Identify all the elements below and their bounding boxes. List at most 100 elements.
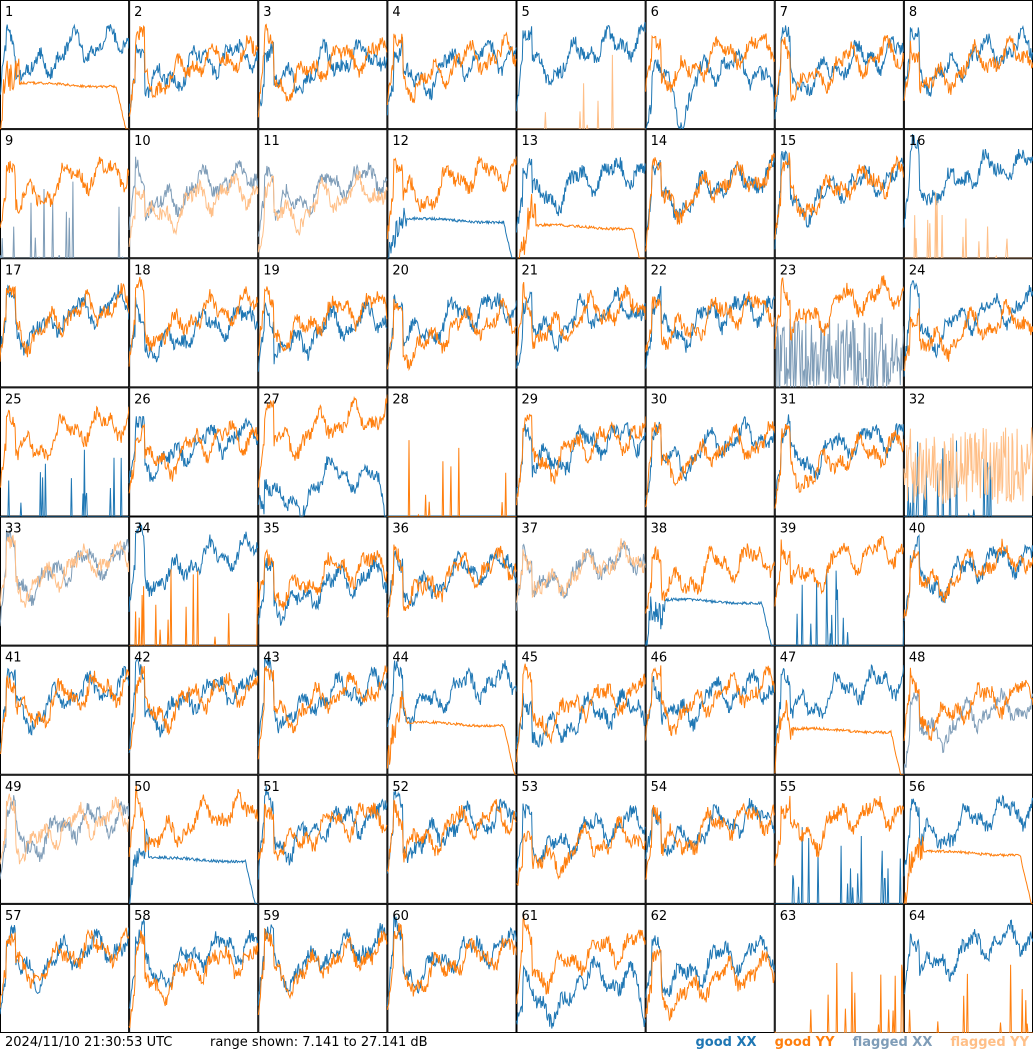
panel-label: 36 (392, 522, 409, 537)
series-yy (774, 34, 905, 110)
panel-33: 33 (0, 516, 130, 646)
panel-frame (774, 387, 904, 517)
series-xx (645, 596, 775, 647)
series-xx (257, 785, 388, 880)
panel-label: 42 (134, 651, 151, 666)
panel-36: 36 (386, 516, 517, 646)
series-xx (903, 919, 1033, 995)
series-yy (774, 152, 905, 240)
panel-45: 45 (516, 645, 647, 775)
panel-label: 17 (5, 263, 22, 278)
panel-frame (516, 774, 646, 904)
series-xx (128, 658, 259, 754)
panel-frame (516, 387, 646, 517)
series-xx (645, 48, 776, 130)
series-yy (516, 193, 646, 259)
series-yy (774, 795, 905, 866)
series-xx (128, 156, 259, 231)
panel-label: 55 (780, 780, 797, 795)
series-xx (0, 181, 130, 259)
series-yy (386, 297, 517, 372)
panel-16: 16 (903, 129, 1033, 259)
panel-label: 37 (522, 522, 539, 537)
panel-64: 64 (903, 903, 1033, 1033)
panel-label: 25 (5, 392, 22, 407)
panel-label: 62 (651, 909, 668, 924)
panel-label: 49 (5, 780, 22, 795)
panel-label: 56 (909, 780, 926, 795)
series-yy (257, 548, 388, 611)
series-yy (903, 667, 1033, 742)
legend-flagged-xx: flagged XX (852, 1035, 933, 1050)
series-yy (774, 699, 904, 776)
panel-label: 44 (392, 651, 409, 666)
series-yy (645, 291, 776, 353)
panel-frame (0, 645, 130, 775)
series-yy (257, 23, 388, 118)
series-xx (516, 22, 647, 112)
panel-label: 61 (522, 909, 539, 924)
series-xx (774, 150, 905, 250)
panel-frame (258, 903, 388, 1033)
panel-62: 62 (645, 903, 776, 1033)
series-yy (645, 543, 776, 614)
panel-label: 47 (780, 651, 797, 666)
panel-24: 24 (903, 258, 1033, 388)
series-yy (516, 663, 647, 763)
panel-63: 63 (774, 903, 904, 1033)
series-xx (386, 789, 517, 874)
panel-label: 26 (134, 392, 151, 407)
panel-label: 1 (5, 5, 13, 20)
panel-49: 49 (0, 774, 130, 904)
panel-frame (0, 129, 130, 259)
panel-21: 21 (516, 258, 647, 388)
panel-frame (516, 0, 646, 130)
panel-34: 34 (128, 516, 259, 647)
series-xx (516, 422, 647, 498)
series-yy (0, 793, 130, 865)
panel-label: 8 (909, 5, 917, 20)
panel-label: 45 (522, 651, 539, 666)
panel-17: 17 (0, 258, 130, 388)
panel-label: 57 (5, 909, 22, 924)
panel-43: 43 (257, 645, 388, 775)
panel-label: 13 (522, 134, 539, 149)
series-yy (903, 427, 1033, 504)
panel-frame (129, 645, 259, 775)
panel-label: 14 (651, 134, 668, 149)
panel-label: 51 (263, 780, 280, 795)
series-xx (903, 134, 1033, 228)
series-yy (903, 836, 1033, 905)
panel-label: 9 (5, 134, 13, 149)
panel-5: 5 (516, 0, 647, 130)
panel-label: 4 (392, 5, 400, 20)
panel-53: 53 (516, 774, 647, 904)
panel-frame (0, 774, 130, 904)
series-xx (903, 533, 1033, 622)
panel-frame (387, 129, 517, 259)
panel-frame (258, 258, 388, 388)
series-yy (903, 34, 1033, 101)
series-yy (0, 668, 130, 755)
series-xx (257, 555, 388, 626)
series-xx (257, 456, 388, 517)
panel-18: 18 (128, 258, 259, 388)
series-yy (0, 58, 130, 130)
series-yy (386, 544, 517, 618)
panel-label: 35 (263, 522, 280, 537)
series-xx (0, 23, 130, 96)
panel-label: 41 (5, 651, 22, 666)
panel-60: 60 (386, 903, 517, 1033)
series-yy (516, 815, 647, 887)
series-xx (386, 550, 517, 608)
legend-good-xx: good XX (695, 1035, 757, 1050)
series-xx (257, 657, 388, 747)
panel-label: 54 (651, 780, 668, 795)
panel-frame (0, 903, 130, 1033)
panel-label: 5 (522, 5, 530, 20)
panel-frame (258, 774, 388, 904)
series-yy (257, 665, 388, 760)
panel-label: 16 (909, 134, 926, 149)
panel-4: 4 (386, 0, 517, 130)
series-yy (128, 420, 259, 494)
